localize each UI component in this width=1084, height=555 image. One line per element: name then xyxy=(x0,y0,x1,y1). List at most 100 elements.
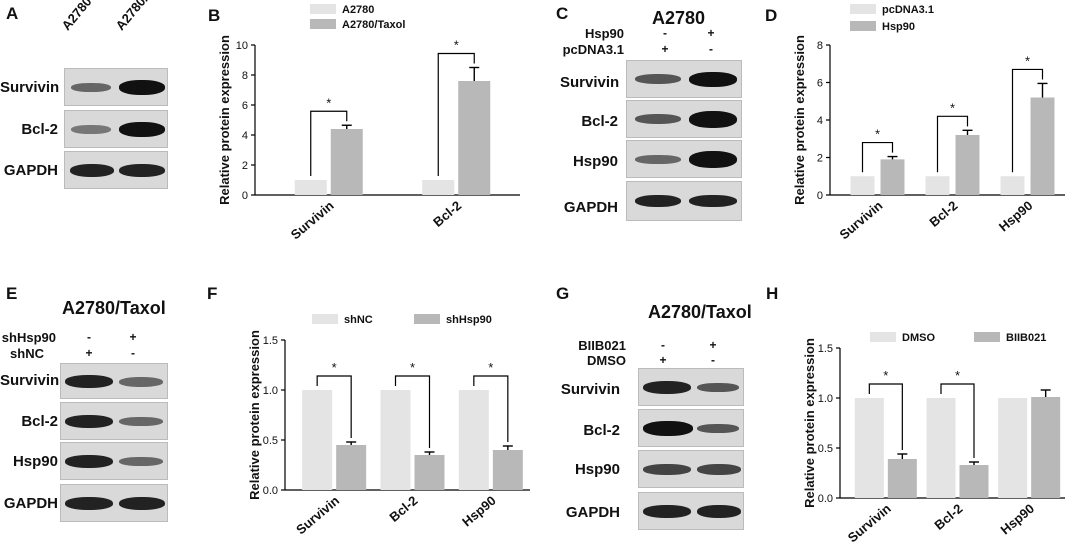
blot-strip-gapdh xyxy=(626,181,742,221)
panel-letter-g: G xyxy=(556,284,570,303)
treatment-label: DMSO xyxy=(587,353,626,368)
row-label-gapdh: GAPDH xyxy=(565,504,620,521)
row-label-gapdh: GAPDH xyxy=(3,162,58,179)
band xyxy=(697,383,739,392)
blot-strip-hsp90 xyxy=(626,140,742,178)
significance-star: * xyxy=(326,95,331,110)
treatment-mark: + xyxy=(707,26,715,40)
legend-label: A2780/Taxol xyxy=(342,19,405,31)
band xyxy=(697,424,739,433)
blot-panel-a: A2780 A2780/Taxol Survivin Bcl-2 GAPDH xyxy=(0,0,200,200)
treatment-mark: + xyxy=(661,42,669,56)
bar xyxy=(330,129,363,195)
panel-letter-a: A xyxy=(6,4,19,23)
panel-letter-e: E xyxy=(6,284,18,303)
blot-strip-bcl2 xyxy=(60,402,168,440)
blot-strip-gapdh xyxy=(60,484,168,522)
panel-letter-b: B xyxy=(208,6,221,25)
band xyxy=(643,421,693,436)
legend-swatch xyxy=(310,19,336,29)
treatment-mark: + xyxy=(85,346,93,360)
blot-strip-gapdh xyxy=(638,492,744,530)
bar xyxy=(294,180,327,195)
band xyxy=(689,195,737,207)
treatment-mark: - xyxy=(711,353,715,367)
row-label-bcl2: Bcl-2 xyxy=(21,121,58,138)
band xyxy=(65,415,113,428)
treatment-mark: + xyxy=(129,330,137,344)
band xyxy=(119,80,165,95)
x-tick-label: Survivin xyxy=(288,198,337,243)
blot-panel-g: A2780/Taxol BIIB021 - + DMSO + - Survivi… xyxy=(560,280,760,530)
cell-line-title: A2780 xyxy=(652,8,706,28)
cell-line-title: A2780/Taxol xyxy=(62,298,166,318)
band xyxy=(65,455,113,468)
treatment-label: shHsp90 xyxy=(1,330,56,345)
row-label-survivin: Survivin xyxy=(560,381,620,398)
y-axis-label: Relative protein expression xyxy=(217,35,232,205)
band xyxy=(689,151,737,168)
row-label-bcl2: Bcl-2 xyxy=(21,413,58,430)
band xyxy=(70,164,114,177)
significance-bracket xyxy=(310,110,348,176)
x-tick-label: Bcl-2 xyxy=(430,198,464,230)
band xyxy=(119,164,165,177)
band xyxy=(119,497,165,510)
row-label-hsp90: Hsp90 xyxy=(574,461,620,478)
y-tick-label: 6 xyxy=(242,100,248,112)
blot-strip-survivin xyxy=(64,68,168,106)
y-tick-label: 0 xyxy=(242,190,248,202)
band xyxy=(635,74,681,84)
treatment-mark: + xyxy=(659,353,667,367)
row-label-hsp90: Hsp90 xyxy=(12,453,58,470)
band xyxy=(71,83,111,92)
row-label-bcl2: Bcl-2 xyxy=(583,422,620,439)
blot-strip-survivin xyxy=(638,368,744,406)
band xyxy=(635,114,681,124)
y-tick-label: 4 xyxy=(242,130,248,142)
treatment-mark: - xyxy=(709,42,713,56)
treatment-label: BIIB021 xyxy=(578,338,626,353)
legend-label: A2780 xyxy=(342,4,374,16)
treatment-mark: - xyxy=(661,338,665,352)
band xyxy=(635,195,681,207)
band xyxy=(643,381,691,394)
treatment-label: Hsp90 xyxy=(584,26,624,41)
band xyxy=(635,155,681,164)
band xyxy=(643,464,691,475)
y-tick-label: 8 xyxy=(242,70,248,82)
y-tick-label: 10 xyxy=(236,40,248,52)
treatment-mark: + xyxy=(709,338,717,352)
band xyxy=(65,375,113,388)
band xyxy=(643,505,691,518)
row-label-hsp90: Hsp90 xyxy=(572,153,618,170)
band xyxy=(119,377,163,387)
bar xyxy=(422,180,455,195)
panel-letter-h: H xyxy=(766,284,779,303)
treatment-mark: - xyxy=(131,346,135,360)
blot-strip-gapdh xyxy=(64,151,168,189)
bar xyxy=(458,81,491,195)
panel-letter-f: F xyxy=(207,284,218,303)
blot-strip-survivin xyxy=(60,363,168,399)
band xyxy=(119,457,163,466)
blot-strip-bcl2 xyxy=(638,409,744,447)
blot-strip-hsp90 xyxy=(60,442,168,480)
row-label-gapdh: GAPDH xyxy=(563,199,618,216)
treatment-label: pcDNA3.1 xyxy=(562,42,624,57)
blot-strip-bcl2 xyxy=(626,100,742,138)
significance-bracket xyxy=(437,52,475,176)
treatment-label: shNC xyxy=(10,346,44,361)
band xyxy=(71,125,111,134)
significance-star: * xyxy=(454,38,459,53)
band xyxy=(119,417,163,426)
blot-panel-c: A2780 Hsp90 - + pcDNA3.1 + - Survivin Bc… xyxy=(560,0,760,230)
treatment-mark: - xyxy=(663,26,667,40)
treatment-mark: - xyxy=(87,330,91,344)
cell-line-title: A2780/Taxol xyxy=(648,302,752,322)
row-label-survivin: Survivin xyxy=(560,74,620,91)
band xyxy=(689,72,737,87)
panel-letter-d: D xyxy=(765,6,778,25)
band xyxy=(65,497,113,510)
